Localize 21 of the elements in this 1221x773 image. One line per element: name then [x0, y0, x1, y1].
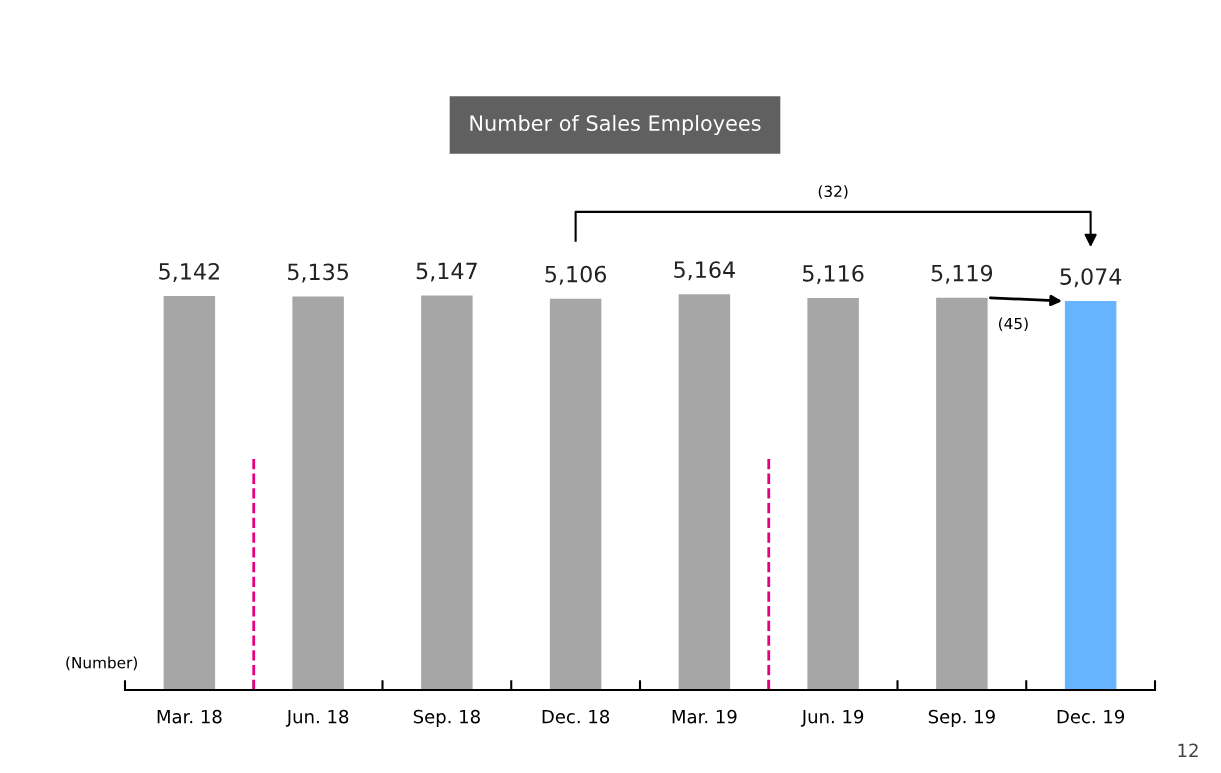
data-label: 5,116: [803, 264, 864, 284]
annotation: (Number): [66, 656, 137, 671]
data-label: 5,135: [288, 263, 348, 283]
x-tick-label: Mar. 19: [672, 709, 737, 724]
data-label: 5,106: [545, 265, 607, 285]
data-label: 5,119: [931, 264, 993, 284]
x-tick-label: Dec. 19: [1057, 709, 1125, 724]
x-tick-label: Jun. 18: [285, 709, 349, 727]
data-label: 5,147: [416, 262, 477, 282]
data-label: 5,074: [1060, 268, 1122, 288]
text: (32): [818, 185, 848, 199]
x-tick-label: Jun. 19: [800, 709, 864, 727]
data-label: 5,164: [674, 261, 735, 281]
x-tick-label: Dec. 18: [542, 709, 610, 724]
data-label: 5,142: [159, 262, 219, 282]
annotation: (45): [999, 317, 1028, 332]
chart-title: Number of Sales Employees: [470, 114, 761, 136]
x-tick-label: Sep. 19: [928, 709, 995, 727]
text: 12: [1178, 743, 1198, 757]
x-tick-label: Sep. 18: [413, 709, 480, 727]
x-tick-label: Mar. 18: [157, 709, 222, 724]
